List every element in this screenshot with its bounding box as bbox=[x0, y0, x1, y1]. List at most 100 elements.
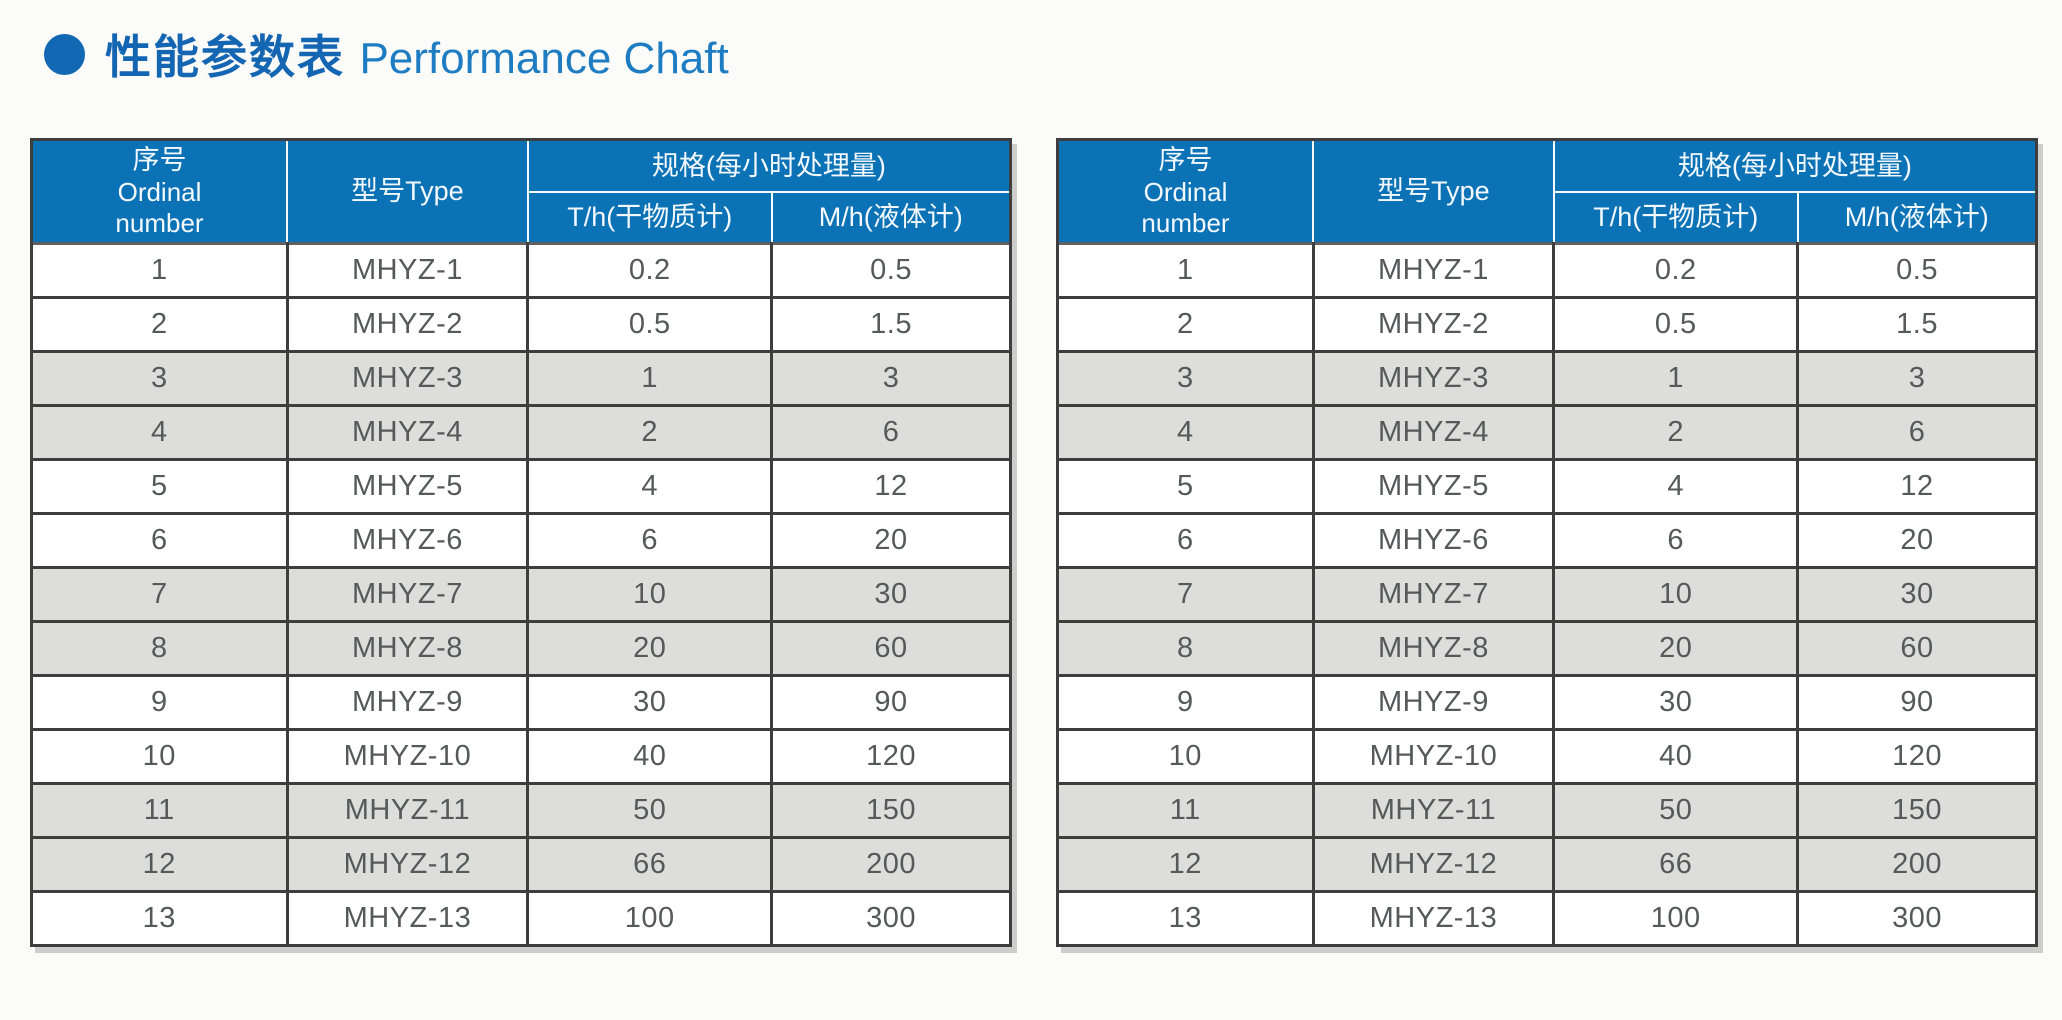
cell-mh: 120 bbox=[1796, 728, 2038, 785]
table-row: 6 MHYZ-6 6 20 bbox=[30, 512, 1012, 569]
header-ordinal-en2: number bbox=[115, 207, 204, 238]
table-row: 10 MHYZ-10 40 120 bbox=[30, 728, 1012, 785]
cell-th: 40 bbox=[1552, 728, 1800, 785]
table-row: 7 MHYZ-7 10 30 bbox=[1056, 566, 2038, 623]
cell-type: MHYZ-10 bbox=[285, 728, 530, 785]
cell-type: MHYZ-13 bbox=[285, 890, 530, 947]
cell-type: MHYZ-2 bbox=[1311, 296, 1556, 353]
cell-th: 1 bbox=[1552, 350, 1800, 407]
table-row: 9 MHYZ-9 30 90 bbox=[1056, 674, 2038, 731]
cell-mh: 6 bbox=[1796, 404, 2038, 461]
bullet-icon bbox=[44, 33, 85, 75]
cell-mh: 0.5 bbox=[770, 242, 1012, 299]
cell-ordinal: 8 bbox=[1056, 620, 1315, 677]
cell-ordinal: 7 bbox=[1056, 566, 1315, 623]
cell-ordinal: 2 bbox=[1056, 296, 1315, 353]
cell-mh: 3 bbox=[1796, 350, 2038, 407]
cell-type: MHYZ-4 bbox=[1311, 404, 1556, 461]
cell-th: 30 bbox=[1552, 674, 1800, 731]
cell-type: MHYZ-8 bbox=[285, 620, 530, 677]
cell-th: 4 bbox=[526, 458, 774, 515]
cell-type: MHYZ-11 bbox=[1311, 782, 1556, 839]
table-row: 3 MHYZ-3 1 3 bbox=[1056, 350, 2038, 407]
cell-mh: 300 bbox=[770, 890, 1012, 947]
table-row: 5 MHYZ-5 4 12 bbox=[1056, 458, 2038, 515]
page-title-text: 性能参数表 Performance Chaft bbox=[105, 21, 729, 87]
cell-type: MHYZ-3 bbox=[1311, 350, 1556, 407]
cell-ordinal: 6 bbox=[30, 512, 289, 569]
cell-ordinal: 12 bbox=[1056, 836, 1315, 893]
header-spec-mh: M/h(液体计) bbox=[1796, 190, 2038, 245]
cell-ordinal: 7 bbox=[30, 566, 289, 623]
cell-type: MHYZ-12 bbox=[285, 836, 530, 893]
header-ordinal: 序号 Ordinal number bbox=[1056, 138, 1315, 245]
table-row: 1 MHYZ-1 0.2 0.5 bbox=[1056, 242, 2038, 299]
performance-table-right: 序号 Ordinal number 型号Type 规格(每小时处理量) T/h(… bbox=[1056, 138, 2038, 947]
header-spec-group: 规格(每小时处理量) bbox=[526, 138, 1012, 193]
cell-ordinal: 5 bbox=[1056, 458, 1315, 515]
cell-mh: 6 bbox=[770, 404, 1012, 461]
cell-th: 10 bbox=[526, 566, 774, 623]
table-row: 2 MHYZ-2 0.5 1.5 bbox=[30, 296, 1012, 353]
table-row: 1 MHYZ-1 0.2 0.5 bbox=[30, 242, 1012, 299]
cell-type: MHYZ-7 bbox=[1311, 566, 1556, 623]
cell-type: MHYZ-13 bbox=[1311, 890, 1556, 947]
table-row: 13 MHYZ-13 100 300 bbox=[30, 890, 1012, 947]
header-ordinal-en1: Ordinal bbox=[117, 176, 202, 207]
cell-th: 1 bbox=[526, 350, 774, 407]
cell-mh: 20 bbox=[770, 512, 1012, 569]
table-row: 6 MHYZ-6 6 20 bbox=[1056, 512, 2038, 569]
cell-ordinal: 11 bbox=[30, 782, 289, 839]
cell-mh: 1.5 bbox=[770, 296, 1012, 353]
page-title-zh: 性能参数表 bbox=[105, 31, 345, 83]
cell-ordinal: 11 bbox=[1056, 782, 1315, 839]
header-ordinal-en2: number bbox=[1141, 207, 1230, 238]
cell-th: 0.5 bbox=[526, 296, 774, 353]
table-row: 8 MHYZ-8 20 60 bbox=[1056, 620, 2038, 677]
cell-type: MHYZ-6 bbox=[1311, 512, 1556, 569]
cell-type: MHYZ-12 bbox=[1311, 836, 1556, 893]
page-title: 性能参数表 Performance Chaft bbox=[44, 26, 2062, 83]
header-spec-group: 规格(每小时处理量) bbox=[1552, 138, 2038, 193]
cell-mh: 12 bbox=[1796, 458, 2038, 515]
table-row: 10 MHYZ-10 40 120 bbox=[1056, 728, 2038, 785]
cell-th: 40 bbox=[526, 728, 774, 785]
cell-mh: 30 bbox=[770, 566, 1012, 623]
table-row: 5 MHYZ-5 4 12 bbox=[30, 458, 1012, 515]
header-ordinal-en1: Ordinal bbox=[1143, 176, 1228, 207]
cell-type: MHYZ-6 bbox=[285, 512, 530, 569]
table-row: 8 MHYZ-8 20 60 bbox=[30, 620, 1012, 677]
table-row: 11 MHYZ-11 50 150 bbox=[30, 782, 1012, 839]
cell-th: 50 bbox=[1552, 782, 1800, 839]
header-ordinal: 序号 Ordinal number bbox=[30, 138, 289, 245]
cell-mh: 20 bbox=[1796, 512, 2038, 569]
cell-mh: 0.5 bbox=[1796, 242, 2038, 299]
table-header: 序号 Ordinal number 型号Type 规格(每小时处理量) T/h(… bbox=[1056, 138, 2038, 245]
cell-th: 66 bbox=[526, 836, 774, 893]
cell-th: 30 bbox=[526, 674, 774, 731]
cell-th: 50 bbox=[526, 782, 774, 839]
cell-type: MHYZ-2 bbox=[285, 296, 530, 353]
table-row: 12 MHYZ-12 66 200 bbox=[1056, 836, 2038, 893]
cell-ordinal: 10 bbox=[30, 728, 289, 785]
cell-type: MHYZ-4 bbox=[285, 404, 530, 461]
header-spec-th: T/h(干物质计) bbox=[526, 190, 773, 245]
cell-mh: 120 bbox=[770, 728, 1012, 785]
cell-type: MHYZ-8 bbox=[1311, 620, 1556, 677]
cell-type: MHYZ-1 bbox=[285, 242, 530, 299]
cell-th: 20 bbox=[526, 620, 774, 677]
cell-th: 100 bbox=[1552, 890, 1800, 947]
cell-ordinal: 3 bbox=[30, 350, 289, 407]
table-header: 序号 Ordinal number 型号Type 规格(每小时处理量) T/h(… bbox=[30, 138, 1012, 245]
cell-type: MHYZ-10 bbox=[1311, 728, 1556, 785]
table-row: 7 MHYZ-7 10 30 bbox=[30, 566, 1012, 623]
cell-ordinal: 1 bbox=[1056, 242, 1315, 299]
cell-mh: 200 bbox=[1796, 836, 2038, 893]
cell-ordinal: 3 bbox=[1056, 350, 1315, 407]
cell-ordinal: 9 bbox=[30, 674, 289, 731]
header-spec-th: T/h(干物质计) bbox=[1552, 190, 1799, 245]
cell-mh: 200 bbox=[770, 836, 1012, 893]
cell-mh: 12 bbox=[770, 458, 1012, 515]
cell-ordinal: 5 bbox=[30, 458, 289, 515]
cell-th: 0.2 bbox=[526, 242, 774, 299]
